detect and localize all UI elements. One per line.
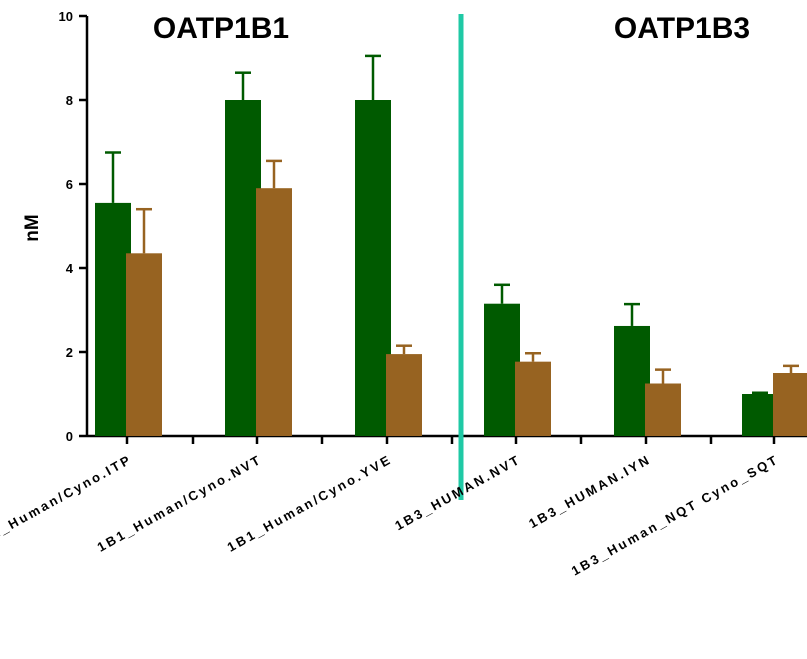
y-tick-label: 4 [66, 261, 74, 276]
category-label: 1B3_Human_NQT Cyno_SQT [569, 452, 782, 579]
bar [515, 361, 551, 436]
y-tick-label: 8 [66, 93, 73, 108]
bar [126, 253, 162, 436]
bar [645, 383, 681, 436]
bar [773, 373, 807, 436]
y-tick-label: 6 [66, 177, 73, 192]
y-tick-label: 0 [66, 429, 73, 444]
y-axis-title: nM [22, 214, 43, 241]
bar [355, 100, 391, 436]
bar [742, 394, 778, 436]
y-tick-label: 10 [59, 9, 73, 24]
category-label: 1B3_HUMAN.IYN [526, 452, 653, 532]
category-label: 1B3_HUMAN.NVT [392, 452, 523, 534]
bar [614, 325, 650, 436]
bar [256, 188, 292, 436]
group-title: OATP1B1 [153, 12, 289, 45]
y-tick-label: 2 [66, 345, 73, 360]
bar [386, 354, 422, 436]
bar [225, 100, 261, 436]
bar [484, 303, 520, 436]
group-title: OATP1B3 [614, 12, 750, 45]
bar [95, 202, 131, 436]
